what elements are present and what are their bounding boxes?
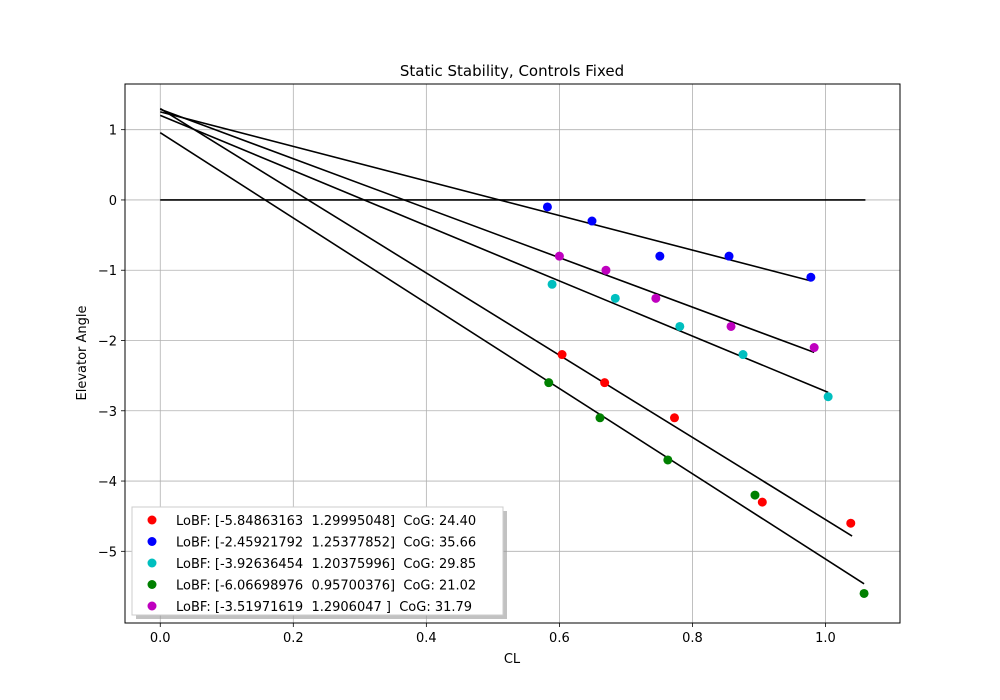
y-tick-label: −1	[98, 264, 117, 279]
data-point-series-5	[651, 293, 661, 303]
legend-box	[131, 506, 504, 616]
legend-label-5: LoBF: [-3.51971619 1.2906047 ] CoG: 31.7…	[176, 600, 472, 615]
data-point-series-2	[724, 251, 734, 261]
legend-marker-4	[147, 580, 157, 589]
data-point-series-1	[846, 518, 856, 528]
x-tick-label: 0.2	[283, 631, 304, 646]
data-point-series-4	[595, 413, 605, 423]
data-point-series-1	[757, 497, 767, 507]
data-point-series-3	[610, 293, 620, 303]
legend-label-3: LoBF: [-3.92636454 1.20375996] CoG: 29.8…	[176, 557, 476, 572]
x-tick-label: 0.8	[682, 631, 703, 646]
data-point-series-5	[726, 321, 736, 331]
data-point-series-4	[663, 455, 673, 465]
legend-marker-1	[147, 515, 157, 525]
y-tick-label: 0	[109, 194, 117, 209]
legend-label-2: LoBF: [-2.45921792 1.25377852] CoG: 35.6…	[176, 536, 476, 551]
data-point-series-1	[557, 350, 567, 360]
fit-line-2	[160, 111, 812, 282]
y-tick-label: −5	[98, 545, 117, 560]
data-point-series-3	[675, 321, 685, 331]
data-point-series-2	[655, 251, 665, 261]
legend: LoBF: [-5.84863163 1.29995048] CoG: 24.4…	[131, 506, 507, 619]
legend-label-4: LoBF: [-6.06698976 0.95700376] CoG: 21.0…	[176, 579, 476, 594]
fit-line-3	[159, 114, 829, 394]
data-point-series-1	[600, 378, 610, 388]
y-tick-label: −4	[98, 475, 117, 490]
x-axis-ticks: 0.0 0.2 0.4 0.6 0.8 1.0	[150, 623, 836, 646]
plot-frame	[124, 83, 901, 624]
data-point-series-5	[601, 265, 611, 275]
x-tick-label: 0.6	[549, 631, 570, 646]
data-point-series-5	[809, 343, 819, 353]
data-point-series-4	[859, 588, 869, 598]
data-points	[542, 202, 869, 598]
y-axis-label: Elevator Angle	[75, 305, 90, 400]
legend-marker-2	[147, 537, 157, 546]
y-axis-ticks: 1 0 −1 −2 −3 −4 −5	[98, 124, 125, 560]
y-tick-label: 1	[109, 124, 117, 139]
fit-lines	[159, 107, 865, 585]
data-point-series-2	[587, 216, 597, 226]
data-point-series-3	[823, 392, 833, 402]
legend-entries: LoBF: [-5.84863163 1.29995048] CoG: 24.4…	[147, 514, 476, 615]
fit-line-5	[159, 108, 815, 354]
chart-title: Static Stability, Controls Fixed	[400, 62, 624, 80]
data-point-series-1	[669, 413, 679, 423]
fit-line-4	[159, 132, 865, 585]
fit-line-1	[159, 107, 853, 537]
x-tick-label: 0.0	[150, 631, 171, 646]
data-point-series-2	[806, 272, 816, 282]
y-tick-label: −3	[98, 405, 117, 420]
data-point-series-4	[544, 378, 554, 388]
x-tick-label: 1.0	[815, 631, 836, 646]
x-tick-label: 0.4	[416, 631, 437, 646]
data-point-series-4	[750, 490, 760, 500]
legend-label-1: LoBF: [-5.84863163 1.29995048] CoG: 24.4…	[176, 514, 476, 529]
x-axis-label: CL	[504, 652, 521, 667]
y-tick-label: −2	[98, 334, 117, 349]
data-point-series-3	[738, 350, 748, 360]
data-point-series-2	[542, 202, 552, 212]
data-point-series-3	[547, 279, 557, 289]
legend-marker-5	[147, 601, 157, 611]
data-point-series-5	[554, 251, 564, 261]
legend-marker-3	[147, 558, 157, 568]
